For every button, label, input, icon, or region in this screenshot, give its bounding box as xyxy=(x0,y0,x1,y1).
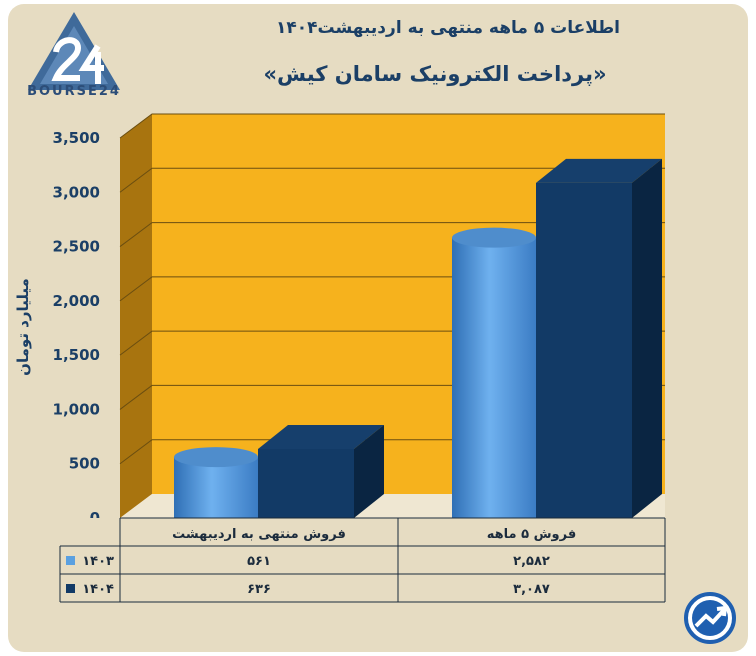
y-tick-label: 3,000 xyxy=(53,183,100,201)
chart-subtitle: «پرداخت الکترونیک سامان کیش» xyxy=(263,62,607,86)
chart-title: اطلاعات ۵ ماهه منتهی به اردیبهشت۱۴۰۴ xyxy=(275,18,620,38)
legend-swatch-0 xyxy=(66,556,75,565)
grid-line xyxy=(119,113,665,139)
plot-side-wall xyxy=(120,114,152,518)
grid-line xyxy=(119,222,665,247)
logo-text: BOURSE24 xyxy=(27,84,121,99)
data-label: ۵۶۱ xyxy=(247,554,271,569)
trend-arrow-icon xyxy=(684,592,736,644)
y-tick-label: 1,000 xyxy=(53,400,100,418)
y-tick-label: 500 xyxy=(69,455,100,473)
bar-1403-top-1 xyxy=(452,227,536,248)
bar-1404-0 xyxy=(258,448,354,518)
x-category-label: فروش ۵ ماهه xyxy=(487,527,576,542)
grid-line xyxy=(119,167,665,193)
y-tick-label: 1,500 xyxy=(53,346,100,364)
y-tick-label: 2,500 xyxy=(53,238,100,256)
bar-1403-1 xyxy=(452,237,536,528)
legend-label-1: ۱۴۰۴ xyxy=(82,582,114,597)
bar-1404-top-0 xyxy=(258,424,384,449)
data-table xyxy=(60,518,665,602)
y-tick-label: 3,500 xyxy=(53,129,100,147)
data-label: ۳,۰۸۷ xyxy=(513,582,550,597)
bar-1404-side-0 xyxy=(354,424,384,518)
bar-1403-0 xyxy=(174,457,258,528)
bar-1404-top-1 xyxy=(536,158,662,183)
y-tick-label: 2,000 xyxy=(53,292,100,310)
bar-1403-top-0 xyxy=(174,447,258,468)
legend-swatch-1 xyxy=(66,584,75,593)
bourse24-logo-icon xyxy=(28,12,120,90)
legend-label-0: ۱۴۰۳ xyxy=(82,554,114,569)
x-category-label: فروش منتهی به اردیبهشت xyxy=(172,527,346,542)
bar-1404-1 xyxy=(536,182,632,518)
data-label: ۶۳۶ xyxy=(247,582,271,597)
data-label: ۲,۵۸۲ xyxy=(513,554,550,569)
bar-1404-side-1 xyxy=(632,158,662,518)
